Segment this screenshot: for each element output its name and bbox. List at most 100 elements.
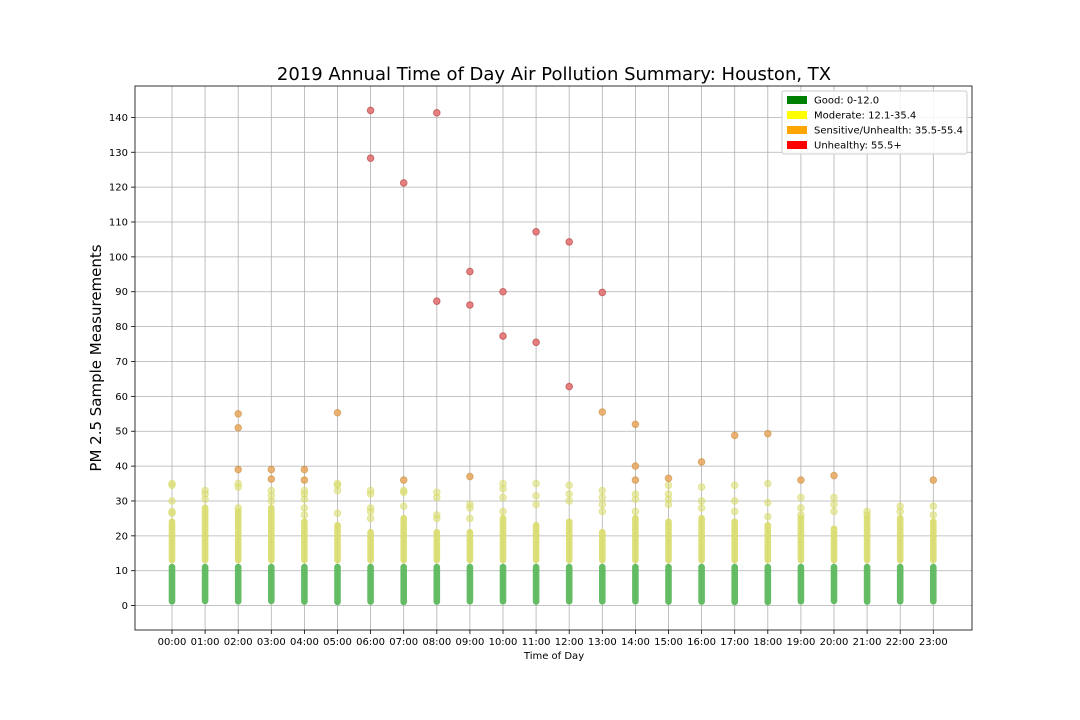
moderate-point	[399, 502, 408, 511]
moderate-column-20:00	[830, 525, 838, 564]
sensitive-point	[267, 465, 276, 474]
x-tick-label: 05:00	[323, 637, 352, 648]
sensitive-point	[399, 476, 408, 484]
moderate-point	[830, 500, 838, 509]
moderate-point	[565, 481, 574, 490]
moderate-point	[532, 491, 540, 500]
moderate-point	[234, 483, 242, 491]
legend-swatch	[787, 96, 807, 104]
axes-frame	[134, 85, 973, 631]
y-axis-label: PM 2.5 Sample Measurements	[87, 244, 105, 471]
y-tick-label: 130	[109, 148, 128, 159]
moderate-column-05:00	[334, 521, 341, 564]
sensitive-point	[697, 458, 706, 466]
legend-entry: Good: 0-12.0	[814, 96, 879, 107]
moderate-column-13:00	[599, 528, 606, 564]
moderate-point	[499, 507, 507, 516]
moderate-column-12:00	[565, 518, 573, 564]
moderate-point	[399, 488, 408, 497]
moderate-column-11:00	[532, 521, 540, 564]
good-column-13:00	[599, 563, 606, 605]
sensitive-point	[764, 429, 772, 438]
x-tick-label: 06:00	[356, 637, 385, 648]
moderate-point	[830, 493, 838, 502]
moderate-column-04:00	[301, 518, 308, 564]
sensitive-point	[929, 476, 938, 484]
moderate-point	[333, 509, 342, 517]
chart-title: 2019 Annual Time of Day Air Pollution Su…	[277, 64, 831, 85]
moderate-point	[730, 497, 739, 505]
y-tick-label: 10	[115, 566, 128, 577]
x-tick-label: 20:00	[820, 637, 849, 648]
x-tick-label: 08:00	[422, 637, 451, 648]
moderate-column-10:00	[499, 514, 507, 564]
moderate-point	[433, 493, 441, 502]
y-tick-label: 110	[109, 218, 128, 229]
sensitive-point	[830, 471, 838, 480]
moderate-point	[168, 481, 176, 490]
good-column-12:00	[565, 563, 573, 605]
good-column-20:00	[830, 563, 838, 605]
moderate-point	[764, 479, 772, 488]
moderate-column-09:00	[466, 528, 474, 564]
sensitive-point	[300, 476, 309, 484]
legend-box	[781, 90, 968, 155]
y-tick-label: 70	[115, 357, 128, 368]
moderate-point	[499, 484, 507, 493]
sensitive-point	[664, 474, 673, 483]
moderate-column-08:00	[433, 528, 441, 564]
sensitive-point	[234, 465, 242, 474]
legend-entry: Sensitive/Unhealth: 35.5-55.4	[814, 126, 963, 137]
x-tick-label: 22:00	[886, 637, 915, 648]
good-column-16:00	[698, 563, 705, 605]
sensitive-point	[333, 408, 342, 417]
y-tick-label: 140	[109, 113, 128, 124]
x-tick-label: 04:00	[290, 637, 319, 648]
moderate-point	[896, 507, 905, 516]
good-column-01:00	[201, 563, 209, 605]
moderate-point	[797, 511, 805, 519]
unhealthy-point	[499, 287, 507, 296]
x-tick-label: 00:00	[158, 637, 187, 648]
moderate-point	[366, 514, 375, 523]
x-tick-label: 09:00	[455, 637, 484, 648]
x-tick-label: 14:00	[621, 637, 650, 648]
moderate-point	[797, 504, 805, 512]
moderate-point	[466, 514, 474, 523]
sensitive-point	[267, 475, 276, 483]
legend-entry: Moderate: 12.1-35.4	[814, 111, 916, 122]
good-column-14:00	[632, 563, 639, 605]
y-tick-label: 90	[115, 287, 128, 298]
moderate-column-01:00	[201, 504, 209, 564]
moderate-point	[234, 504, 242, 512]
y-tick-label: 30	[115, 496, 128, 507]
moderate-point	[433, 514, 441, 523]
unhealthy-point	[565, 238, 574, 246]
moderate-column-03:00	[268, 504, 275, 564]
unhealthy-point	[499, 332, 507, 340]
y-tick-label: 0	[122, 601, 128, 612]
good-column-10:00	[499, 563, 507, 605]
x-tick-label: 18:00	[753, 637, 782, 648]
moderate-point	[598, 486, 607, 495]
moderate-point	[201, 495, 209, 504]
moderate-column-15:00	[665, 518, 672, 564]
sensitive-point	[730, 431, 739, 440]
moderate-column-07:00	[400, 514, 407, 564]
good-column-00:00	[168, 563, 176, 605]
moderate-point	[168, 497, 176, 505]
good-column-09:00	[466, 563, 474, 605]
legend: Good: 0-12.0 Moderate: 12.1-35.4 Sensitive…	[781, 90, 968, 155]
x-tick-label: 02:00	[224, 637, 253, 648]
x-tick-label: 19:00	[786, 637, 815, 648]
moderate-column-22:00	[896, 514, 904, 564]
sensitive-point	[234, 423, 242, 432]
moderate-point	[532, 479, 540, 488]
good-column-21:00	[863, 563, 871, 605]
moderate-column-02:00	[234, 507, 242, 564]
moderate-point	[499, 493, 507, 502]
x-tick-label: 12:00	[555, 637, 584, 648]
y-tick-label: 80	[115, 322, 128, 333]
good-column-02:00	[234, 563, 242, 605]
